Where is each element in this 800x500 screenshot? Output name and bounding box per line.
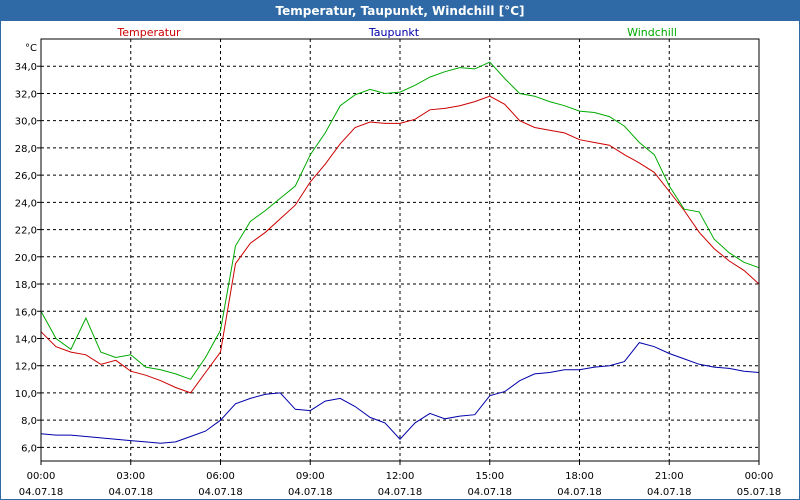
y-tick-label: 32,0 xyxy=(15,89,37,100)
legend-taupunkt: Taupunkt xyxy=(368,26,420,39)
x-tick-time: 00:00 xyxy=(745,471,774,482)
y-tick-label: 10,0 xyxy=(15,389,37,400)
legend-temperatur: Temperatur xyxy=(116,26,181,39)
x-tick-date: 05.07.18 xyxy=(737,487,782,498)
x-tick-date: 04.07.18 xyxy=(19,487,64,498)
series-line-temperatur xyxy=(40,95,760,394)
x-tick-date: 04.07.18 xyxy=(467,487,512,498)
x-tick-date: 04.07.18 xyxy=(288,487,333,498)
x-tick-time: 18:00 xyxy=(565,471,594,482)
plot-frame xyxy=(40,38,760,462)
y-tick-label: 18,0 xyxy=(15,280,37,291)
series-line-taupunkt xyxy=(40,342,760,444)
y-tick-label: 34,0 xyxy=(15,62,37,73)
y-tick-label: 26,0 xyxy=(15,171,37,182)
x-tick-date: 04.07.18 xyxy=(198,487,243,498)
y-tick-label: 24,0 xyxy=(15,198,37,209)
x-tick-time: 00:00 xyxy=(27,471,56,482)
series-line-windchill xyxy=(40,61,760,380)
grid xyxy=(40,39,760,461)
legend-windchill: Windchill xyxy=(627,26,677,39)
y-tick-label: 8,0 xyxy=(21,416,37,427)
y-tick-label: 16,0 xyxy=(15,307,37,318)
y-tick-label: 12,0 xyxy=(15,362,37,373)
x-tick-time: 06:00 xyxy=(206,471,235,482)
y-axis-label: °C xyxy=(25,43,37,54)
x-tick-time: 15:00 xyxy=(475,471,504,482)
x-tick-time: 12:00 xyxy=(386,471,415,482)
x-tick-date: 04.07.18 xyxy=(557,487,602,498)
y-tick-label: 28,0 xyxy=(15,144,37,155)
y-axis-ticks: 6,0 8,0 10,0 12,0 14,0 16,0 18,0 20,0 22,0 24,0 26… xyxy=(15,62,41,454)
y-tick-label: 22,0 xyxy=(15,226,37,237)
y-tick-label: 20,0 xyxy=(15,253,37,264)
y-tick-label: 6,0 xyxy=(21,443,37,454)
y-tick-label: 30,0 xyxy=(15,117,37,128)
x-tick-date: 04.07.18 xyxy=(647,487,692,498)
y-tick-label: 14,0 xyxy=(15,334,37,345)
x-tick-date: 04.07.18 xyxy=(108,487,153,498)
x-tick-time: 03:00 xyxy=(116,471,145,482)
series-lines xyxy=(40,61,760,444)
x-tick-time: 09:00 xyxy=(296,471,325,482)
chart-title: Temperatur, Taupunkt, Windchill [°C] xyxy=(1,1,799,21)
legend: Temperatur Taupunkt Windchill xyxy=(116,26,677,39)
x-axis-ticks: 00:00 04.07.18 03:00 04.07.18 06:00 04.07.18 0… xyxy=(19,461,782,498)
x-tick-date: 04.07.18 xyxy=(378,487,423,498)
x-tick-time: 21:00 xyxy=(655,471,684,482)
